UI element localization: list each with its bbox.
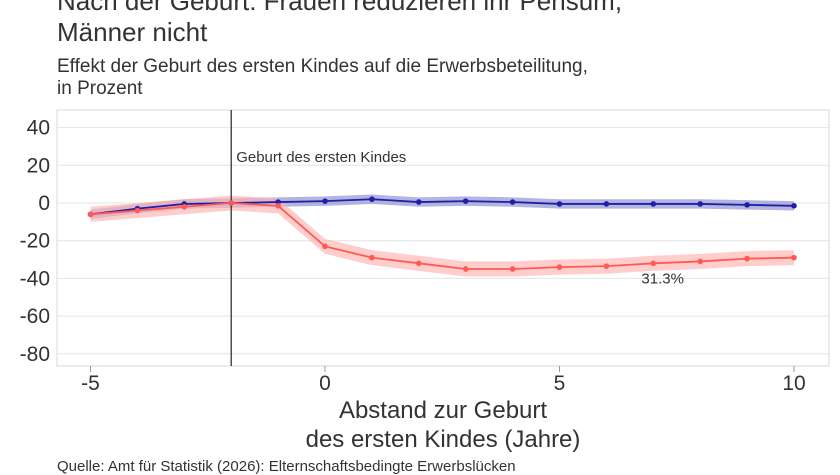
data-point-männer (603, 201, 610, 207)
data-point-männer (416, 199, 422, 205)
data-point-frauen (556, 264, 563, 270)
data-point-frauen (134, 207, 141, 214)
data-point-männer (509, 199, 516, 205)
y-tick-label: 40 (27, 117, 50, 140)
data-point-männer (697, 201, 703, 207)
plot-border (56, 109, 830, 367)
data-point-männer (744, 202, 750, 208)
data-point-frauen (322, 243, 328, 250)
data-point-männer (556, 201, 563, 207)
data-point-männer (462, 198, 469, 204)
confidence-band-frauen (90, 195, 794, 277)
chart-title-line2: Männer nicht (57, 17, 208, 47)
y-tick-label: -60 (20, 305, 50, 328)
data-point-frauen (462, 266, 469, 272)
chart-subtitle-line1: Effekt der Geburt des ersten Kindes auf … (57, 56, 588, 77)
data-point-frauen (744, 255, 750, 262)
source-note: Quelle: Amt für Statistik (2026): Eltern… (57, 458, 516, 475)
data-point-männer (650, 201, 657, 207)
y-tick-label: -40 (20, 267, 50, 290)
data-point-frauen (650, 260, 657, 267)
data-point-frauen (87, 211, 94, 218)
data-point-frauen (181, 203, 188, 210)
chart-title-line1: Nach der Geburt: Frauen reduzieren ihr P… (57, 0, 623, 16)
series-line-männer (90, 198, 795, 216)
data-point-frauen (228, 200, 234, 206)
data-point-männer (369, 196, 375, 203)
data-point-frauen (509, 266, 516, 272)
x-axis-title-line1: Abstand zur Geburt (339, 397, 547, 424)
x-axis-title-line2: des ersten Kindes (Jahre) (306, 426, 581, 453)
birth-marker-label: Geburt des ersten Kindes (236, 149, 406, 166)
data-point-frauen (791, 254, 797, 261)
y-tick-label: 0 (38, 192, 50, 215)
series-line-frauen (90, 202, 795, 270)
x-tick-label: 0 (319, 372, 331, 395)
data-point-frauen (416, 260, 422, 267)
data-point-frauen (603, 263, 610, 269)
data-point-frauen (697, 258, 703, 265)
x-tick-label: 10 (782, 372, 805, 395)
y-tick-label: -20 (20, 230, 50, 253)
annotation-label: 31.3% (641, 270, 684, 287)
y-tick-label: 20 (27, 154, 50, 177)
x-tick-label: -5 (81, 372, 100, 395)
y-tick-label: -80 (20, 343, 50, 366)
data-point-frauen (275, 203, 281, 209)
data-point-männer (791, 203, 797, 209)
chart-subtitle-line2: in Prozent (57, 78, 143, 99)
data-point-männer (322, 198, 328, 204)
data-point-frauen (369, 254, 375, 261)
x-tick-label: 5 (554, 372, 566, 395)
